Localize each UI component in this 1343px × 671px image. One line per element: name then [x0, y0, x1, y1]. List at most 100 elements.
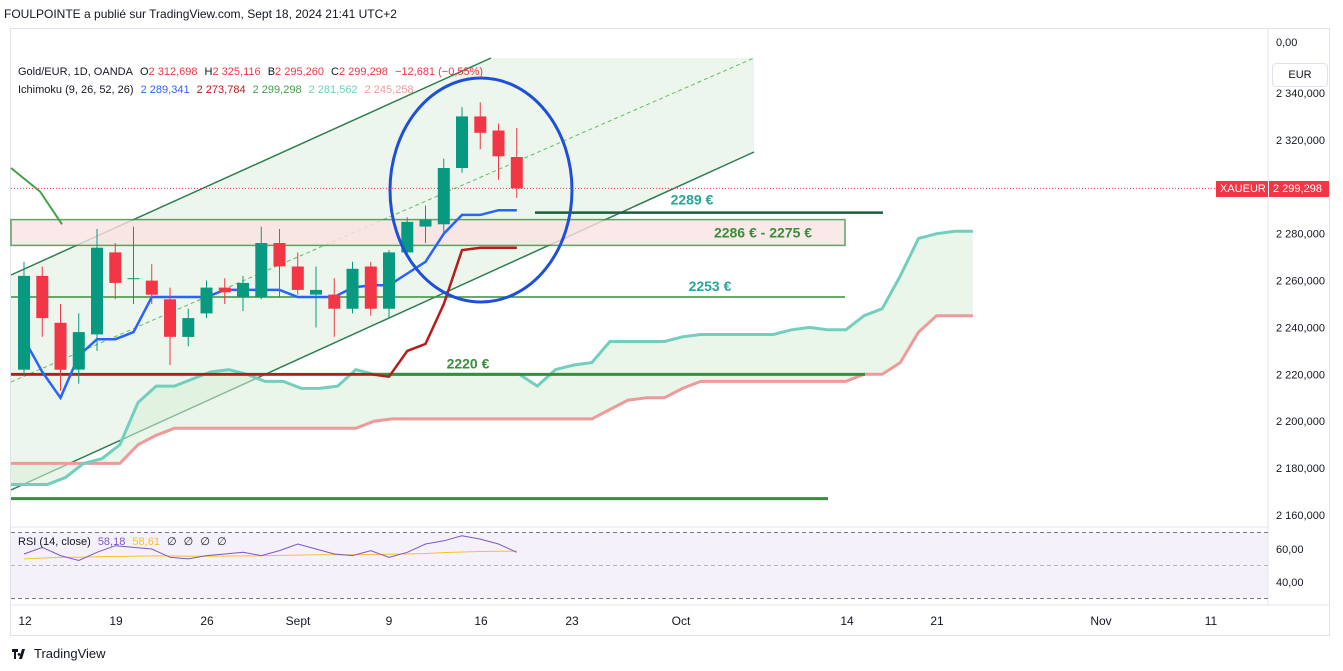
candle-body	[492, 130, 505, 157]
candle-body	[328, 294, 341, 309]
candle-body	[54, 322, 67, 370]
rsi-label: RSI (14, close)	[18, 536, 91, 548]
x-tick-label: 9	[386, 614, 393, 628]
candle-body	[109, 252, 122, 283]
y-tick-label: 2 220,000	[1276, 369, 1325, 381]
rsi-ma-line	[23, 550, 517, 560]
ichimoku-tenkan-value: 2 289,341	[140, 84, 190, 96]
y-tick-label: 2 160,000	[1276, 510, 1325, 522]
candle	[291, 252, 304, 295]
footer: TradingView	[12, 646, 106, 661]
candle	[72, 313, 85, 384]
symbol-price-tag: XAUEUR	[1216, 181, 1268, 197]
x-tick-label: Sept	[286, 614, 311, 628]
rsi-value: 58,18	[97, 536, 126, 548]
ichimoku-legend: Ichimoku (9, 26, 52, 26) 2 289,341 2 273…	[18, 84, 418, 96]
candle	[328, 278, 341, 337]
candle-body	[437, 168, 450, 225]
candle-body	[36, 275, 49, 319]
legend-low-label: B	[267, 66, 276, 78]
label-2286-2275: 2286 € - 2275 €	[714, 225, 812, 241]
candle	[109, 243, 122, 300]
candle	[346, 261, 359, 314]
rsi-legend: RSI (14, close) 58,18 58,61 ∅ ∅ ∅ ∅	[18, 535, 231, 548]
x-tick-label: 14	[840, 614, 854, 628]
candle-body	[145, 280, 158, 295]
currency-button[interactable]: EUR	[1272, 63, 1328, 87]
candle-body	[18, 275, 30, 370]
legend-change: −12,681 (−0,55%)	[394, 66, 484, 78]
rsi-tick-label: 60,00	[1276, 544, 1304, 556]
x-tick-label: 26	[200, 614, 214, 628]
ichimoku-kijun-value: 2 273,784	[196, 84, 246, 96]
rsi-line	[23, 535, 518, 562]
y-tick-label: 2 340,000	[1276, 88, 1325, 100]
ichimoku-kijun-line	[11, 246, 517, 379]
candle-body	[182, 318, 195, 337]
x-tick-label: Nov	[1090, 614, 1111, 628]
candle	[255, 226, 268, 300]
x-tick-label: 12	[18, 614, 32, 628]
ichimoku-senkou-b-line	[11, 314, 973, 465]
ichimoku-label: Ichimoku (9, 26, 52, 26)	[18, 84, 134, 96]
candle	[200, 280, 213, 319]
candle	[419, 205, 432, 244]
legend-open-label: O	[139, 66, 149, 78]
ichimoku-span-a-value: 2 281,562	[308, 84, 358, 96]
chart-frame	[10, 28, 1330, 636]
highlight-circle	[388, 76, 574, 304]
candle	[54, 304, 67, 391]
y-tick-label: 2 200,000	[1276, 416, 1325, 428]
candle	[510, 127, 523, 198]
candle	[145, 264, 158, 304]
label-2289: 2289 €	[671, 192, 714, 208]
channel-fill	[11, 58, 754, 490]
y-tick-label: 0,00	[1276, 37, 1297, 49]
symbol-legend: Gold/EUR, 1D, OANDA O2 312,698 H2 325,11…	[18, 66, 487, 78]
tradingview-logo-icon	[12, 648, 28, 660]
candle	[456, 107, 468, 173]
x-tick-label: Oct	[672, 614, 691, 628]
rsi-tick-label: 40,00	[1276, 577, 1304, 589]
candle-body	[127, 278, 140, 280]
y-tick-label: 2 280,000	[1276, 229, 1325, 241]
x-tick-label: 19	[109, 614, 123, 628]
candle-body	[401, 221, 414, 253]
label-2220: 2220 €	[447, 355, 490, 371]
publisher-line: FOULPOINTE a publié sur TradingView.com,…	[4, 7, 397, 21]
candle-body	[72, 332, 85, 370]
rsi-empty-1: ∅	[167, 536, 177, 548]
y-tick-label: 2 320,000	[1276, 135, 1325, 147]
candle	[182, 308, 195, 347]
candle-body	[383, 252, 395, 309]
legend-high-label: H	[204, 66, 213, 78]
candle-body	[237, 282, 249, 297]
last-price-tag: 2 299,298	[1269, 181, 1329, 197]
rsi-empty-3: ∅	[200, 536, 210, 548]
candle	[18, 261, 30, 375]
candle	[492, 123, 505, 180]
candle-body	[510, 157, 523, 189]
candle	[437, 158, 450, 234]
candle	[218, 278, 231, 304]
x-tick-label: 11	[1205, 614, 1218, 628]
ichimoku-span-b-value: 2 245,258	[364, 84, 414, 96]
candle	[474, 102, 487, 150]
candle-body	[419, 219, 432, 227]
candle	[401, 217, 414, 258]
y-tick-label: 2 240,000	[1276, 322, 1325, 334]
candle	[36, 266, 49, 337]
candle-body	[273, 243, 286, 267]
candle-body	[218, 287, 231, 293]
ichimoku-tenkan-line	[22, 208, 517, 401]
candle-body	[291, 266, 304, 290]
y-tick-label: 2 180,000	[1276, 463, 1325, 475]
legend-symbol: Gold/EUR, 1D, OANDA	[18, 66, 133, 78]
y-tick-label: 2 260,000	[1276, 276, 1325, 288]
candle	[310, 266, 322, 328]
candle	[91, 228, 103, 351]
candle	[127, 226, 140, 304]
candle	[164, 287, 176, 365]
candle-body	[474, 116, 487, 133]
